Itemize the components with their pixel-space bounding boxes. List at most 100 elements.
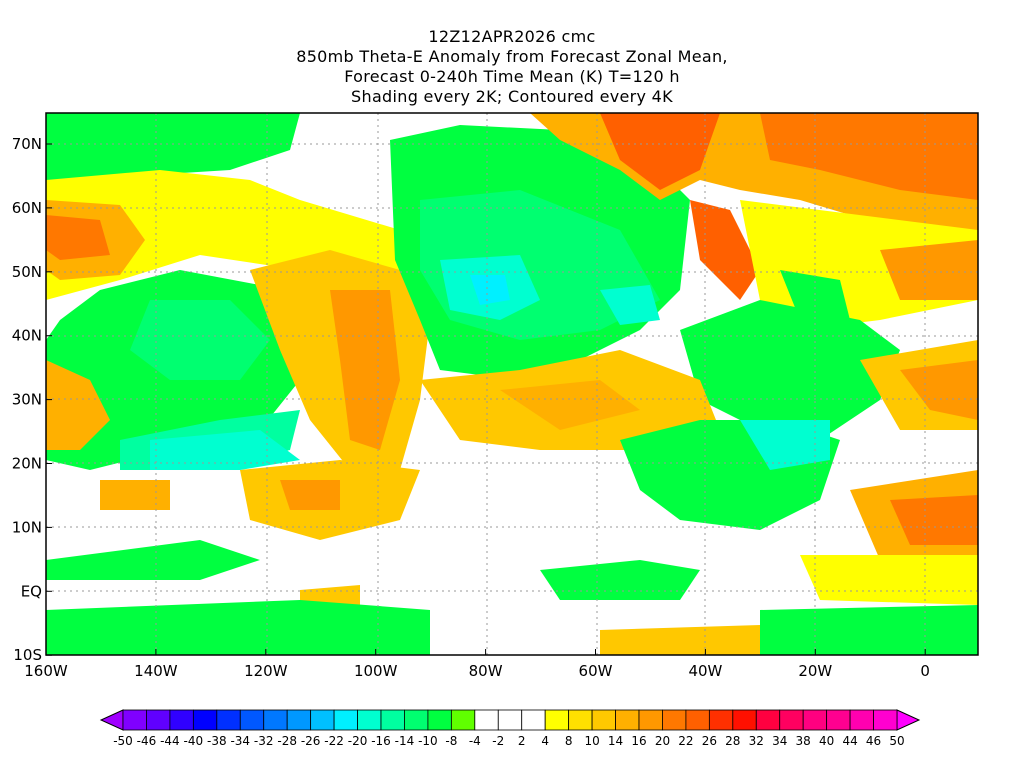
- colorbar-swatch: [685, 709, 710, 731]
- colorbar-label: 40: [819, 734, 834, 748]
- colorbar-label: 22: [678, 734, 693, 748]
- colorbar-swatch: [239, 709, 265, 731]
- colorbar-swatch: [310, 709, 335, 731]
- lat-label: 30N: [12, 391, 42, 409]
- colorbar-label: -16: [371, 734, 391, 748]
- lon-label: 120W: [244, 662, 288, 680]
- colorbar-swatch: [146, 709, 171, 731]
- colorbar-label: -14: [395, 734, 415, 748]
- colorbar-low-arrow: [99, 709, 124, 731]
- colorbar-swatch: [826, 709, 851, 731]
- colorbar-swatch: [544, 709, 570, 731]
- colorbar-swatch: [662, 709, 687, 731]
- colorbar-label: -26: [301, 734, 321, 748]
- region-hawaii-orange: [46, 360, 110, 450]
- colorbar-swatch: [568, 709, 593, 731]
- colorbar-swatch: [216, 709, 241, 731]
- colorbar-swatch: [333, 709, 358, 731]
- region-atlantic-green: [680, 300, 900, 440]
- colorbar-label: 34: [772, 734, 787, 748]
- colorbar-swatch: [427, 709, 452, 731]
- colorbar-label: 4: [541, 734, 549, 748]
- colorbar-label: -46: [137, 734, 157, 748]
- lat-label: 60N: [12, 199, 42, 217]
- colorbar-swatch: [755, 709, 781, 731]
- lon-label: 100W: [354, 662, 398, 680]
- colorbar-swatch: [450, 709, 476, 731]
- region-nw-green: [46, 113, 300, 185]
- colorbar-swatch: [732, 709, 757, 731]
- lat-label: 10N: [12, 518, 42, 536]
- colorbar-swatch: [521, 709, 546, 731]
- colorbar-label: 38: [796, 734, 811, 748]
- region-south-green: [46, 600, 430, 655]
- title-shading: Shading every 2K; Contoured every 4K: [351, 87, 673, 106]
- colorbar-swatch: [192, 709, 218, 731]
- colorbar-swatch: [615, 709, 640, 731]
- colorbar-swatch: [708, 709, 734, 731]
- colorbar-label: 16: [631, 734, 646, 748]
- colorbar-swatch: [286, 709, 312, 731]
- colorbar-label: -38: [207, 734, 227, 748]
- colorbar-label: -34: [230, 734, 250, 748]
- lat-label: 20N: [12, 455, 42, 473]
- colorbar-label: -44: [160, 734, 180, 748]
- colorbar-swatch: [169, 709, 194, 731]
- colorbar-label: 10: [584, 734, 599, 748]
- lon-label: 140W: [134, 662, 178, 680]
- colorbar: -50 -46 -44 -40 -38 -34 -32 -28 -26 -22 -20 -16 -14-…: [99, 709, 921, 748]
- lat-label: 70N: [12, 135, 42, 153]
- map-frame: [45, 112, 979, 656]
- colorbar-swatch: [263, 709, 288, 731]
- region-equatorial-yellow: [800, 555, 978, 605]
- lon-label: 20W: [798, 662, 832, 680]
- colorbar-swatch: [779, 709, 804, 731]
- lon-label: 40W: [688, 662, 722, 680]
- shaded-field: [46, 113, 978, 655]
- colorbar-label: 46: [866, 734, 881, 748]
- colorbar-label: -4: [469, 734, 481, 748]
- colorbar-swatch: [873, 709, 898, 731]
- colorbar-label: -2: [492, 734, 504, 748]
- colorbar-swatch: [122, 709, 147, 731]
- colorbar-swatch: [357, 709, 382, 731]
- lat-label: 40N: [12, 327, 42, 345]
- colorbar-swatch: [380, 709, 405, 731]
- colorbar-swatch: [849, 709, 874, 731]
- colorbar-label: -20: [348, 734, 368, 748]
- colorbar-label: -32: [254, 734, 274, 748]
- colorbar-label: 50: [889, 734, 904, 748]
- lon-label: 160W: [24, 662, 68, 680]
- colorbar-label: -50: [113, 734, 133, 748]
- colorbar-label: 44: [842, 734, 857, 748]
- colorbar-label: 20: [655, 734, 670, 748]
- grid-lines: [46, 113, 978, 655]
- colorbar-swatch: [802, 709, 828, 731]
- lon-label: 80W: [469, 662, 503, 680]
- lon-label: 60W: [579, 662, 613, 680]
- lon-label: 0: [920, 662, 930, 680]
- colorbar-label: 26: [702, 734, 717, 748]
- title-run: 12Z12APR2026 cmc: [428, 27, 596, 46]
- colorbar-swatch: [591, 709, 616, 731]
- lat-label: 50N: [12, 263, 42, 281]
- colorbar-swatch: [404, 709, 429, 731]
- colorbar-high-arrow: [896, 709, 921, 731]
- colorbar-swatch: [638, 709, 663, 731]
- colorbar-swatch: [474, 709, 499, 731]
- colorbar-label: 2: [518, 734, 526, 748]
- colorbar-label: 14: [608, 734, 623, 748]
- colorbar-label: -22: [324, 734, 344, 748]
- lat-label: 10S: [13, 646, 42, 664]
- colorbar-label: 8: [565, 734, 573, 748]
- colorbar-swatch: [497, 709, 523, 731]
- colorbar-label: 28: [725, 734, 740, 748]
- lat-label: EQ: [21, 582, 42, 600]
- colorbar-label: 32: [749, 734, 764, 748]
- colorbar-label: -10: [418, 734, 438, 748]
- colorbar-label: -40: [184, 734, 204, 748]
- colorbar-label: -8: [445, 734, 457, 748]
- title-field: 850mb Theta-E Anomaly from Forecast Zona…: [296, 47, 728, 66]
